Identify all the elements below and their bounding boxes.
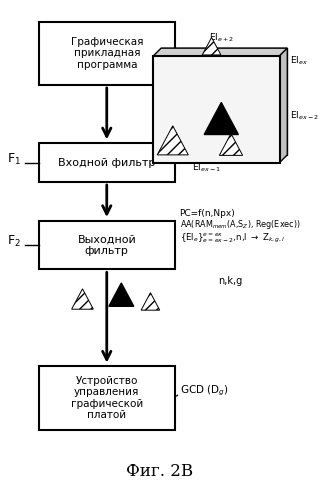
FancyBboxPatch shape: [161, 48, 287, 155]
Polygon shape: [154, 48, 287, 56]
Text: Выходной
фильтр: Выходной фильтр: [77, 234, 136, 256]
Text: {El$_e$}$^{e=ex}_{e=ex-2}$: {El$_e$}$^{e=ex}_{e=ex-2}$: [179, 136, 236, 149]
FancyBboxPatch shape: [39, 366, 175, 430]
FancyBboxPatch shape: [39, 221, 175, 270]
Text: El$_{ex}$: El$_{ex}$: [290, 54, 308, 67]
FancyBboxPatch shape: [39, 143, 175, 182]
Text: n,k,g: n,k,g: [218, 276, 243, 286]
Polygon shape: [141, 292, 160, 310]
Text: PC=f(n,Npx): PC=f(n,Npx): [179, 209, 235, 218]
FancyBboxPatch shape: [154, 56, 279, 162]
Polygon shape: [202, 38, 221, 55]
Polygon shape: [279, 48, 287, 162]
Polygon shape: [157, 126, 188, 155]
Text: El$_{ex-2}$: El$_{ex-2}$: [290, 110, 319, 122]
Text: {El$_e$}$^{e=ex}_{e=ex-2}$,n,l $\rightarrow$ Z$_{k,g,l}$: {El$_e$}$^{e=ex}_{e=ex-2}$,n,l $\rightar…: [179, 232, 285, 245]
Text: Входной фильтр: Входной фильтр: [58, 158, 155, 168]
Text: El$_{e+2}$: El$_{e+2}$: [209, 32, 234, 44]
Polygon shape: [72, 289, 93, 309]
Polygon shape: [109, 283, 134, 306]
Text: F$_2$: F$_2$: [8, 234, 21, 249]
Polygon shape: [219, 134, 243, 156]
Text: AA(RAM$_{mem}$(A,S$_Z$), Reg(Exec)): AA(RAM$_{mem}$(A,S$_Z$), Reg(Exec)): [179, 218, 300, 230]
Text: Устройство
управления
графической
платой: Устройство управления графической платой: [71, 376, 143, 420]
Text: Графическая
прикладная
программа: Графическая прикладная программа: [71, 37, 143, 70]
Text: F$_1$: F$_1$: [7, 152, 21, 167]
Text: Фиг. 2В: Фиг. 2В: [126, 463, 193, 480]
Text: n=H{El$_e$}$^{e=ex}_{e=ex-2}$: n=H{El$_e$}$^{e=ex}_{e=ex-2}$: [179, 149, 256, 162]
Polygon shape: [204, 102, 238, 134]
Text: El$_{ex-1}$: El$_{ex-1}$: [192, 162, 221, 174]
FancyBboxPatch shape: [39, 22, 175, 85]
Text: GCD (D$_g$): GCD (D$_g$): [179, 384, 228, 398]
